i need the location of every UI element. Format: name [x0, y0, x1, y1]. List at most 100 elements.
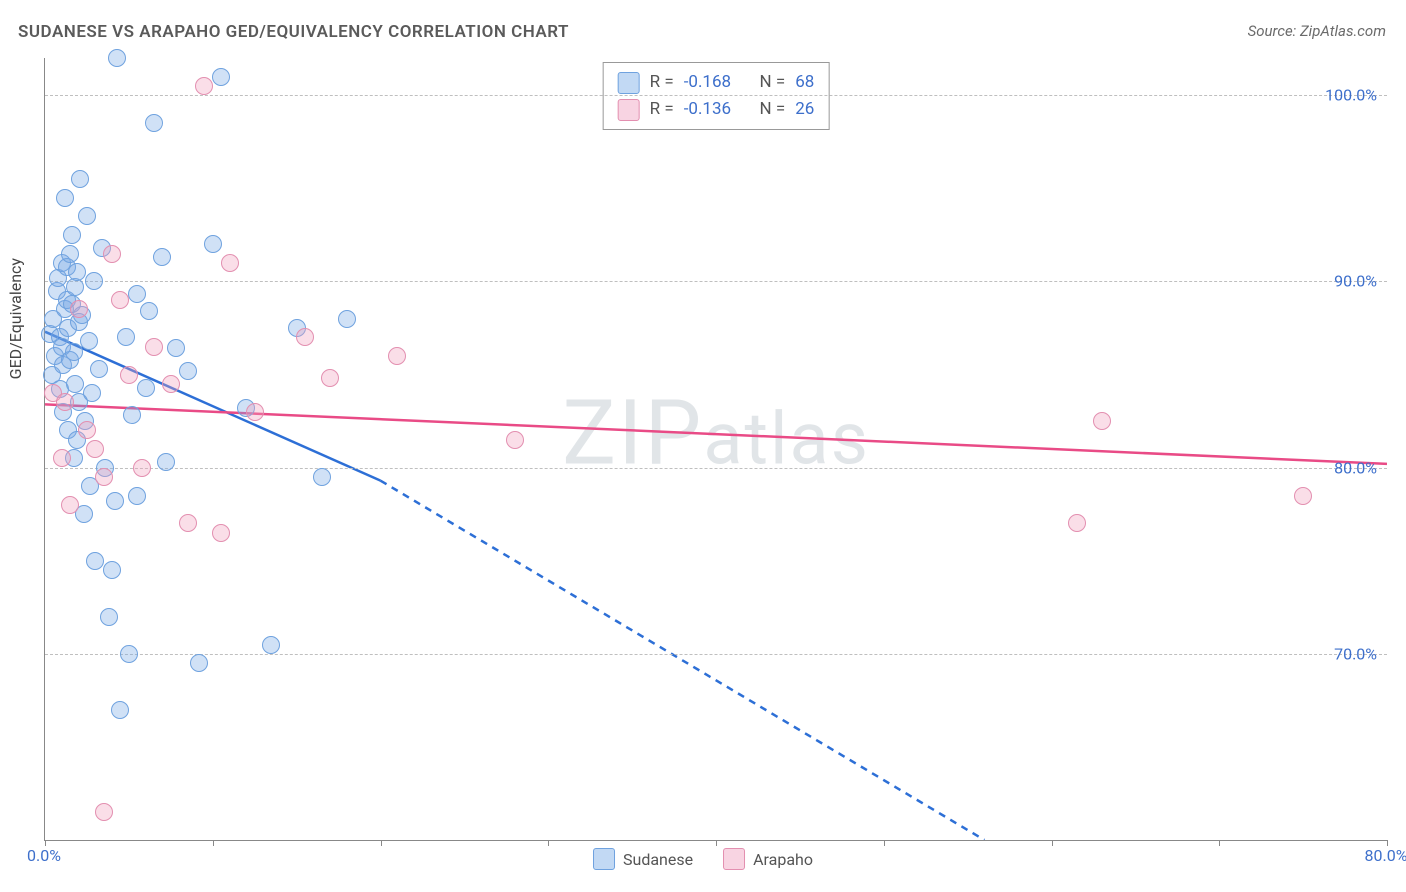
scatter-point-b — [78, 421, 96, 439]
scatter-point-a — [212, 68, 230, 86]
stats-r-label: R = — [650, 96, 674, 123]
y-axis-label: GED/Equivalency — [6, 258, 25, 379]
scatter-point-a — [140, 302, 158, 320]
scatter-point-b — [86, 440, 104, 458]
scatter-point-a — [120, 645, 138, 663]
scatter-point-b — [145, 338, 163, 356]
scatter-point-a — [85, 272, 103, 290]
scatter-point-b — [221, 254, 239, 272]
scatter-point-b — [212, 524, 230, 542]
trendline — [381, 481, 985, 840]
gridline — [45, 95, 1387, 96]
scatter-point-a — [90, 360, 108, 378]
scatter-point-a — [78, 207, 96, 225]
stats-row-b: R = -0.136 N = 26 — [618, 96, 815, 123]
stats-r-b: -0.136 — [684, 96, 731, 123]
xtick — [1052, 840, 1053, 846]
xtick-label: 80.0% — [1365, 846, 1406, 865]
xtick — [1219, 840, 1220, 846]
trendline — [45, 332, 381, 481]
plot-area: ZIPatlas R = -0.168 N = 68 R = -0.136 N … — [44, 58, 1387, 841]
stats-n-label: N = — [760, 69, 786, 96]
legend-label-a: Sudanese — [623, 850, 693, 869]
scatter-point-a — [68, 263, 86, 281]
legend-item-b: Arapaho — [723, 848, 813, 870]
scatter-point-b — [95, 803, 113, 821]
scatter-point-a — [86, 552, 104, 570]
xtick — [381, 840, 382, 846]
chart-title: SUDANESE VS ARAPAHO GED/EQUIVALENCY CORR… — [18, 22, 569, 42]
scatter-point-a — [153, 248, 171, 266]
scatter-point-a — [71, 170, 89, 188]
scatter-point-b — [133, 459, 151, 477]
stats-n-a: 68 — [795, 69, 814, 96]
scatter-point-b — [61, 496, 79, 514]
watermark: ZIPatlas — [562, 381, 870, 486]
scatter-point-a — [56, 189, 74, 207]
scatter-point-b — [1093, 412, 1111, 430]
scatter-point-a — [262, 636, 280, 654]
scatter-point-a — [313, 468, 331, 486]
ytick-label: 70.0% — [1334, 644, 1377, 663]
xtick-label: 0.0% — [27, 846, 61, 865]
scatter-point-b — [179, 514, 197, 532]
scatter-point-a — [65, 343, 83, 361]
scatter-point-a — [66, 375, 84, 393]
stats-n-b: 26 — [795, 96, 814, 123]
scatter-point-a — [123, 406, 141, 424]
bottom-legend: Sudanese Arapaho — [593, 848, 813, 870]
legend-swatch-a-icon — [593, 848, 615, 870]
scatter-point-b — [103, 245, 121, 263]
scatter-point-a — [179, 362, 197, 380]
xtick — [716, 840, 717, 846]
scatter-point-b — [388, 347, 406, 365]
scatter-point-b — [296, 328, 314, 346]
scatter-point-a — [61, 245, 79, 263]
scatter-point-a — [83, 384, 101, 402]
scatter-point-b — [321, 369, 339, 387]
ytick-label: 90.0% — [1334, 272, 1377, 291]
stats-n-label: N = — [760, 96, 786, 123]
scatter-point-a — [80, 332, 98, 350]
source-label: Source: ZipAtlas.com — [1248, 22, 1386, 40]
scatter-point-b — [195, 77, 213, 95]
stats-row-a: R = -0.168 N = 68 — [618, 69, 815, 96]
scatter-point-a — [128, 285, 146, 303]
scatter-point-b — [53, 449, 71, 467]
legend-item-a: Sudanese — [593, 848, 693, 870]
scatter-point-a — [111, 701, 129, 719]
xtick — [213, 840, 214, 846]
scatter-point-a — [100, 608, 118, 626]
trendlines-svg — [45, 58, 1387, 840]
ytick-label: 80.0% — [1334, 458, 1377, 477]
scatter-point-a — [128, 487, 146, 505]
scatter-point-b — [56, 393, 74, 411]
scatter-point-b — [162, 375, 180, 393]
scatter-point-a — [167, 339, 185, 357]
scatter-point-a — [117, 328, 135, 346]
gridline — [45, 654, 1387, 655]
legend-swatch-b-icon — [723, 848, 745, 870]
scatter-point-b — [120, 366, 138, 384]
scatter-point-b — [70, 300, 88, 318]
scatter-point-a — [108, 49, 126, 67]
stats-r-a: -0.168 — [684, 69, 731, 96]
scatter-point-a — [338, 310, 356, 328]
scatter-point-b — [1294, 487, 1312, 505]
xtick — [884, 840, 885, 846]
gridline — [45, 281, 1387, 282]
scatter-point-a — [204, 235, 222, 253]
xtick — [548, 840, 549, 846]
scatter-point-b — [111, 291, 129, 309]
scatter-point-a — [63, 226, 81, 244]
legend-label-b: Arapaho — [753, 850, 813, 869]
gridline — [45, 468, 1387, 469]
scatter-point-b — [95, 468, 113, 486]
scatter-point-b — [246, 403, 264, 421]
scatter-point-a — [190, 654, 208, 672]
ytick-label: 100.0% — [1325, 86, 1377, 105]
scatter-point-a — [137, 379, 155, 397]
scatter-point-b — [1068, 514, 1086, 532]
scatter-point-b — [506, 431, 524, 449]
scatter-point-a — [106, 492, 124, 510]
